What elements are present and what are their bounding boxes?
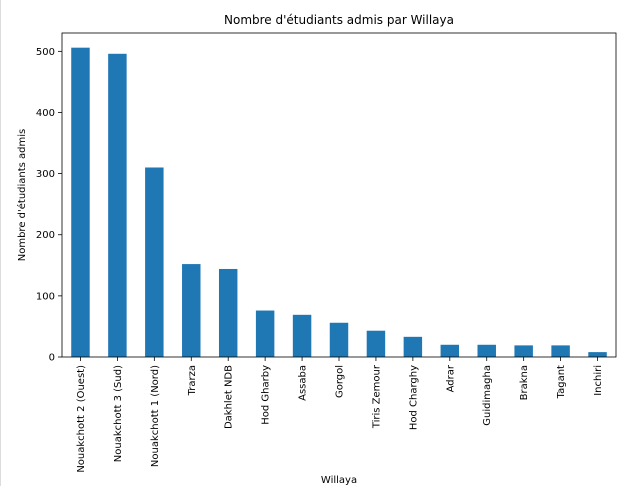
bar	[514, 345, 533, 357]
x-tick-label: Brakna	[519, 365, 530, 400]
x-axis-label: Willaya	[321, 475, 357, 486]
x-axis-ticks: Nouakchott 2 (Ouest) Nouakchott 3 (Sud) No…	[76, 357, 604, 473]
x-tick-label: Trarza	[187, 365, 198, 396]
x-tick-label: Guidimagha	[482, 365, 493, 426]
y-tick-label: 100	[36, 291, 55, 302]
bar	[477, 344, 496, 357]
bar	[218, 268, 238, 357]
x-tick-label: Assaba	[298, 365, 309, 401]
left-edge-divider	[0, 0, 1, 486]
bar	[182, 264, 201, 357]
plot-frame	[61, 32, 617, 358]
y-axis-ticks: 0 100 200 300 400 500	[36, 47, 62, 364]
bar	[145, 167, 164, 357]
bar	[292, 314, 312, 357]
x-tick-label: Hod Charghy	[408, 365, 419, 430]
x-tick-label: Tiris Zemour	[371, 364, 382, 429]
bar	[329, 322, 349, 357]
bar	[588, 352, 607, 357]
bar	[255, 310, 275, 357]
y-tick-label: 400	[36, 108, 55, 119]
x-tick-label: Nouakchott 3 (Sud)	[113, 365, 124, 462]
y-tick-label: 500	[36, 47, 55, 58]
bar	[551, 345, 570, 357]
x-tick-label: Hod Gharby	[261, 365, 272, 425]
x-tick-label: Adrar	[445, 364, 456, 392]
x-tick-label: Nouakchott 1 (Nord)	[150, 365, 161, 467]
y-tick-label: 300	[36, 169, 55, 180]
x-tick-label: Dakhlet NDB	[224, 365, 235, 429]
bar	[366, 330, 386, 357]
chart-title: Nombre d'étudiants admis par Willaya	[224, 13, 454, 27]
bars-group	[71, 47, 607, 358]
y-tick-label: 200	[36, 230, 55, 241]
y-axis-label: Nombre d'étudiants admis	[16, 129, 28, 262]
bar	[403, 336, 423, 357]
bar	[440, 344, 460, 357]
x-tick-label: Inchiri	[593, 365, 604, 396]
x-tick-label: Tagant	[556, 365, 567, 399]
bar	[71, 47, 90, 358]
bar	[108, 53, 127, 357]
x-tick-label: Nouakchott 2 (Ouest)	[76, 365, 87, 473]
x-tick-label: Gorgol	[335, 365, 346, 398]
y-tick-label: 0	[49, 353, 55, 364]
